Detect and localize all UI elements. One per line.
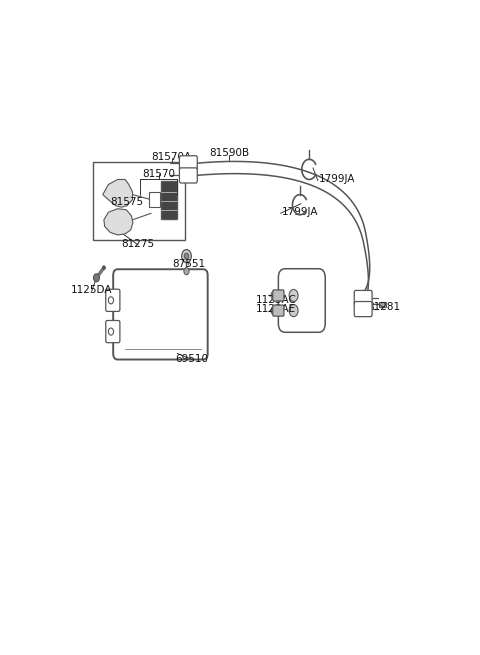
Circle shape xyxy=(289,305,298,316)
Text: 81590B: 81590B xyxy=(209,148,249,159)
Text: 81575: 81575 xyxy=(110,197,144,207)
Text: 87551: 87551 xyxy=(172,259,205,269)
Circle shape xyxy=(108,328,114,335)
FancyBboxPatch shape xyxy=(180,168,197,183)
Text: 1799JA: 1799JA xyxy=(281,207,318,217)
FancyBboxPatch shape xyxy=(354,290,372,306)
FancyBboxPatch shape xyxy=(180,156,197,171)
Bar xyxy=(161,181,177,219)
Circle shape xyxy=(289,290,298,301)
FancyBboxPatch shape xyxy=(106,320,120,343)
Bar xyxy=(379,301,385,307)
Bar xyxy=(94,162,185,240)
Bar xyxy=(149,192,160,207)
Text: 81570A: 81570A xyxy=(152,152,192,162)
FancyBboxPatch shape xyxy=(354,301,372,316)
Text: 1129AE: 1129AE xyxy=(256,304,296,314)
Text: 1125AC: 1125AC xyxy=(255,295,296,305)
Circle shape xyxy=(184,253,189,259)
Text: 81281: 81281 xyxy=(367,301,400,312)
Text: 1125DA: 1125DA xyxy=(71,286,112,295)
Circle shape xyxy=(184,268,189,275)
Circle shape xyxy=(181,250,192,263)
Circle shape xyxy=(102,266,106,270)
Text: 81275: 81275 xyxy=(121,239,155,249)
Circle shape xyxy=(108,297,114,304)
Text: 1799JA: 1799JA xyxy=(319,174,355,185)
FancyBboxPatch shape xyxy=(278,269,325,332)
Circle shape xyxy=(94,274,99,282)
Circle shape xyxy=(271,291,277,299)
Polygon shape xyxy=(104,209,133,235)
FancyBboxPatch shape xyxy=(273,290,284,301)
Polygon shape xyxy=(103,179,132,207)
Text: 69510: 69510 xyxy=(176,354,208,364)
FancyBboxPatch shape xyxy=(113,269,208,360)
FancyBboxPatch shape xyxy=(106,290,120,311)
Circle shape xyxy=(271,307,277,314)
Text: 81570: 81570 xyxy=(142,170,175,179)
FancyBboxPatch shape xyxy=(273,305,284,316)
